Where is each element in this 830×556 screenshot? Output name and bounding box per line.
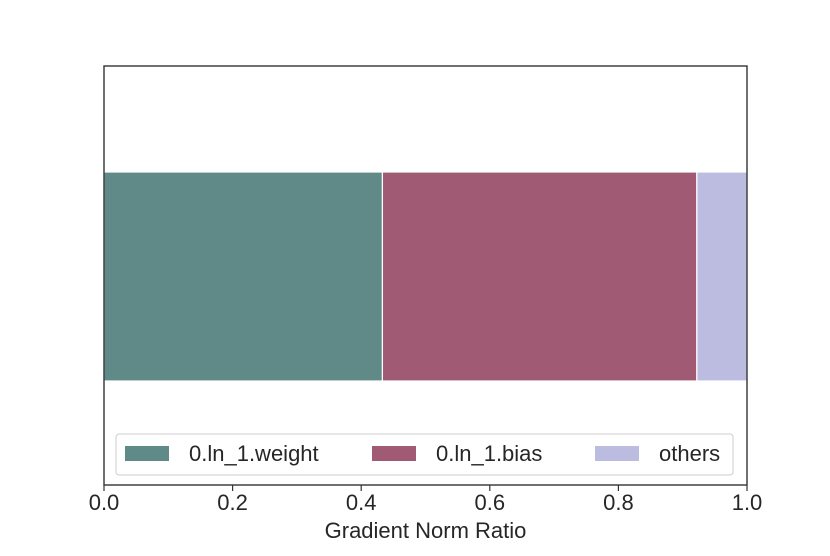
legend-label-2: others xyxy=(659,441,720,466)
legend-swatch-0 xyxy=(125,446,169,461)
x-axis-ticks: 0.0 0.2 0.4 0.6 0.8 1.0 xyxy=(89,485,763,515)
x-tick-label-0: 0.0 xyxy=(89,490,120,515)
x-tick-label-2: 0.4 xyxy=(346,490,377,515)
bar-segment-2 xyxy=(696,171,748,382)
legend-swatch-2 xyxy=(595,446,639,461)
x-axis-label: Gradient Norm Ratio xyxy=(325,518,527,543)
bars-group xyxy=(103,171,748,382)
legend-label-0: 0.ln_1.weight xyxy=(189,441,319,466)
x-tick-label-3: 0.6 xyxy=(475,490,506,515)
x-tick-label-5: 1.0 xyxy=(732,490,763,515)
bar-segment-1 xyxy=(381,171,698,382)
x-tick-label-1: 0.2 xyxy=(217,490,248,515)
bar-segment-0 xyxy=(103,171,384,382)
legend-box xyxy=(115,433,734,476)
x-tick-label-4: 0.8 xyxy=(603,490,634,515)
legend-swatch-1 xyxy=(372,446,416,461)
legend: 0.ln_1.weight 0.ln_1.bias others xyxy=(115,433,734,476)
plot-frame xyxy=(103,65,748,486)
legend-label-1: 0.ln_1.bias xyxy=(436,441,542,466)
